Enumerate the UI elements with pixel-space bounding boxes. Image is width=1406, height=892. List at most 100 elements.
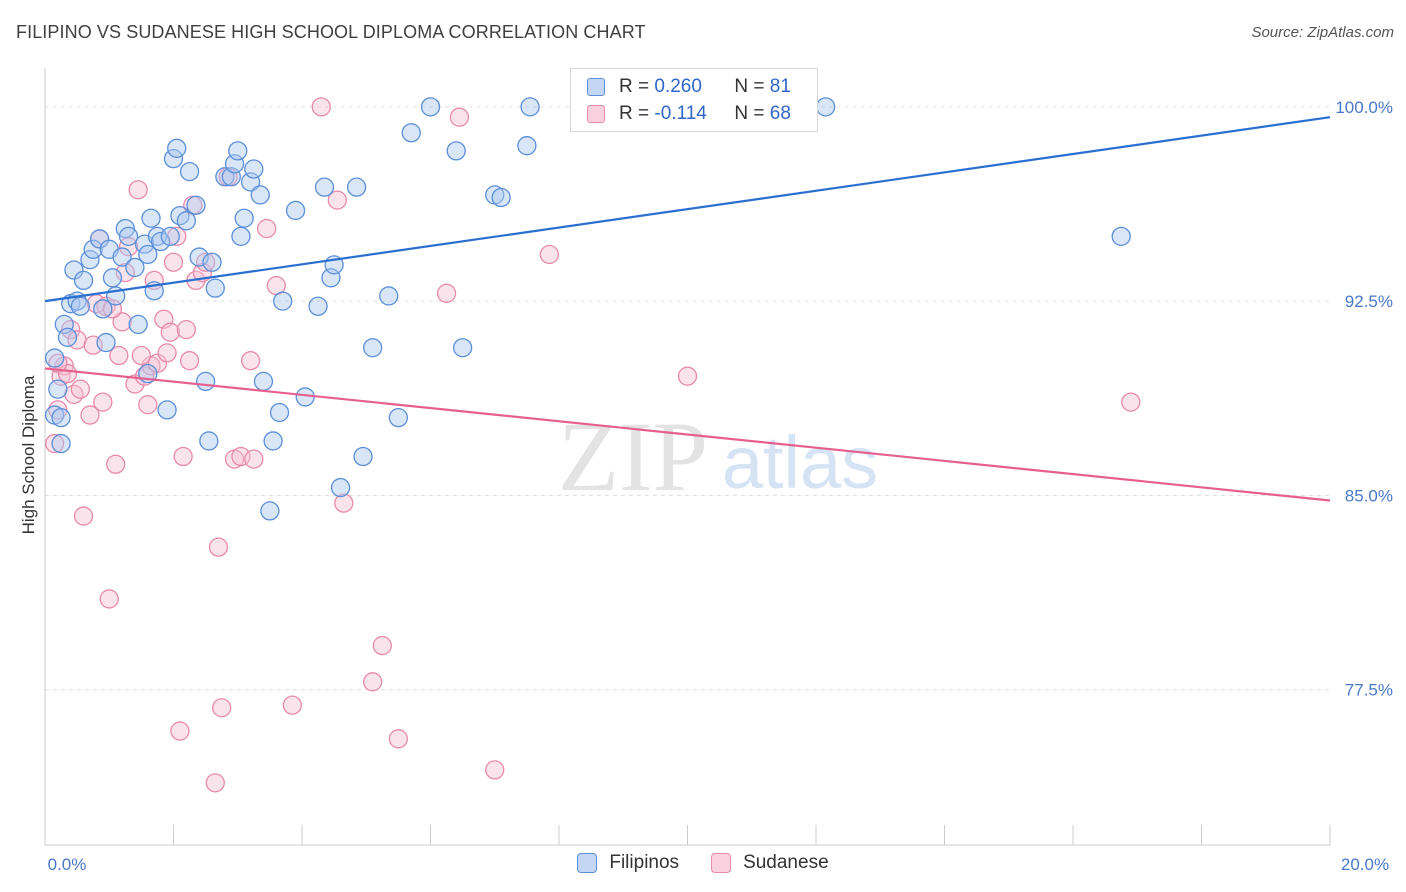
filipino-point — [273, 291, 293, 311]
legend-r-value-sudanese: -0.114 — [654, 103, 707, 124]
sudanese-point — [327, 190, 347, 210]
legend-swatch-sudanese — [711, 853, 732, 873]
filipino-point — [125, 257, 145, 278]
filipino-point — [138, 244, 158, 265]
filipino-point — [179, 161, 200, 182]
sudanese-point — [1121, 392, 1141, 412]
filipino-point — [253, 371, 274, 392]
watermark-zip: ZIP — [558, 401, 708, 512]
source-label: Source: ZipAtlas.com — [1251, 24, 1394, 41]
sudanese-point — [160, 322, 180, 342]
sudanese-point — [176, 319, 197, 340]
legend-swatch-pink — [587, 105, 605, 123]
filipino-point — [167, 138, 187, 158]
filipino-point — [128, 314, 148, 335]
sudanese-point — [372, 635, 392, 656]
series-legend: Filipinos Sudanese — [0, 852, 1406, 874]
sudanese-point — [170, 721, 190, 741]
legend-n-value-filipino: 81 — [769, 76, 791, 97]
sudanese-point — [99, 589, 119, 609]
filipino-point — [64, 260, 84, 280]
filipino-point — [285, 200, 306, 221]
legend-row-sudanese: R = -0.114 N = 68 — [587, 103, 791, 125]
filipino-point — [44, 348, 65, 368]
legend-r-label: R = — [619, 76, 650, 97]
sudanese-point — [436, 283, 457, 303]
legend-row-filipino: R = 0.260 N = 81 — [587, 76, 791, 98]
filipino-point — [199, 431, 219, 451]
legend-swatch-blue — [587, 78, 605, 96]
legend-r-label: R = — [619, 103, 650, 124]
filipino-point — [379, 286, 399, 306]
filipino-point — [815, 97, 836, 117]
y-tick-label: 100.0% — [1335, 98, 1393, 117]
sudanese-point — [311, 97, 331, 117]
filipino-point — [93, 299, 113, 319]
sudanese-point — [134, 366, 155, 386]
filipino-point — [73, 270, 94, 291]
filipino-points — [44, 97, 1131, 521]
filipino-point — [118, 226, 139, 247]
legend-n-value-sudanese: 68 — [769, 103, 791, 124]
filipino-point — [102, 268, 123, 288]
filipino-point — [228, 141, 248, 161]
legend-item-filipinos[interactable]: Filipinos — [577, 852, 679, 874]
sudanese-point — [212, 698, 232, 718]
filipino-point — [176, 211, 197, 231]
y-tick-label: 85.0% — [1345, 486, 1393, 505]
filipino-point — [89, 229, 110, 249]
filipino-point — [363, 338, 383, 358]
axis-layer — [44, 68, 1331, 846]
sudanese-point — [70, 379, 90, 399]
sudanese-point — [485, 760, 505, 780]
sudanese-point — [208, 537, 229, 557]
sudanese-point — [179, 351, 200, 371]
sudanese-point — [163, 252, 184, 272]
sudanese-point — [131, 345, 152, 366]
filipino-point — [353, 446, 373, 467]
watermark: ZIP atlas — [558, 401, 878, 512]
filipino-point — [195, 371, 216, 392]
filipino-point — [51, 433, 71, 454]
filipino-point — [346, 177, 367, 197]
sudanese-point — [44, 433, 65, 454]
filipino-point — [80, 250, 100, 270]
filipino-point — [48, 379, 68, 399]
filipino-point — [150, 231, 171, 252]
sudanese-point — [388, 729, 409, 749]
sudanese-point — [205, 773, 225, 793]
filipino-point — [244, 159, 264, 179]
sudanese-point — [93, 392, 113, 412]
filipino-point — [141, 208, 161, 228]
sudanese-point — [73, 506, 94, 526]
filipino-point — [491, 187, 511, 208]
sudanese-point — [106, 454, 126, 474]
filipino-point — [260, 501, 280, 521]
filipino-point — [70, 296, 90, 316]
filipino-point — [250, 185, 270, 205]
legend-n-label: N = — [734, 76, 765, 97]
sudanese-point — [138, 395, 158, 415]
filipino-point — [202, 252, 222, 272]
filipino-point — [112, 247, 132, 267]
filipino-point — [388, 407, 409, 428]
filipino-point — [170, 205, 190, 226]
filipino-point — [1111, 226, 1131, 247]
x-tick-label: 20.0% — [1341, 855, 1389, 874]
chart-title: FILIPINO VS SUDANESE HIGH SCHOOL DIPLOMA… — [16, 22, 646, 42]
filipino-point — [234, 208, 254, 228]
legend-item-sudanese[interactable]: Sudanese — [711, 852, 829, 874]
filipino-point — [446, 141, 466, 161]
sudanese-point — [109, 345, 129, 366]
filipino-point — [205, 278, 225, 298]
legend-n-label: N = — [734, 103, 765, 124]
filipino-point — [520, 97, 540, 117]
y-tick-label: 77.5% — [1345, 681, 1393, 700]
sudanese-point — [539, 244, 560, 265]
filipino-trend-line — [44, 116, 1331, 303]
correlation-legend: R = 0.260 N = 81 R = -0.114 N = 68 — [570, 68, 818, 132]
trend-lines — [44, 116, 1331, 502]
sudanese-point — [80, 405, 100, 425]
sudanese-point — [128, 180, 148, 200]
